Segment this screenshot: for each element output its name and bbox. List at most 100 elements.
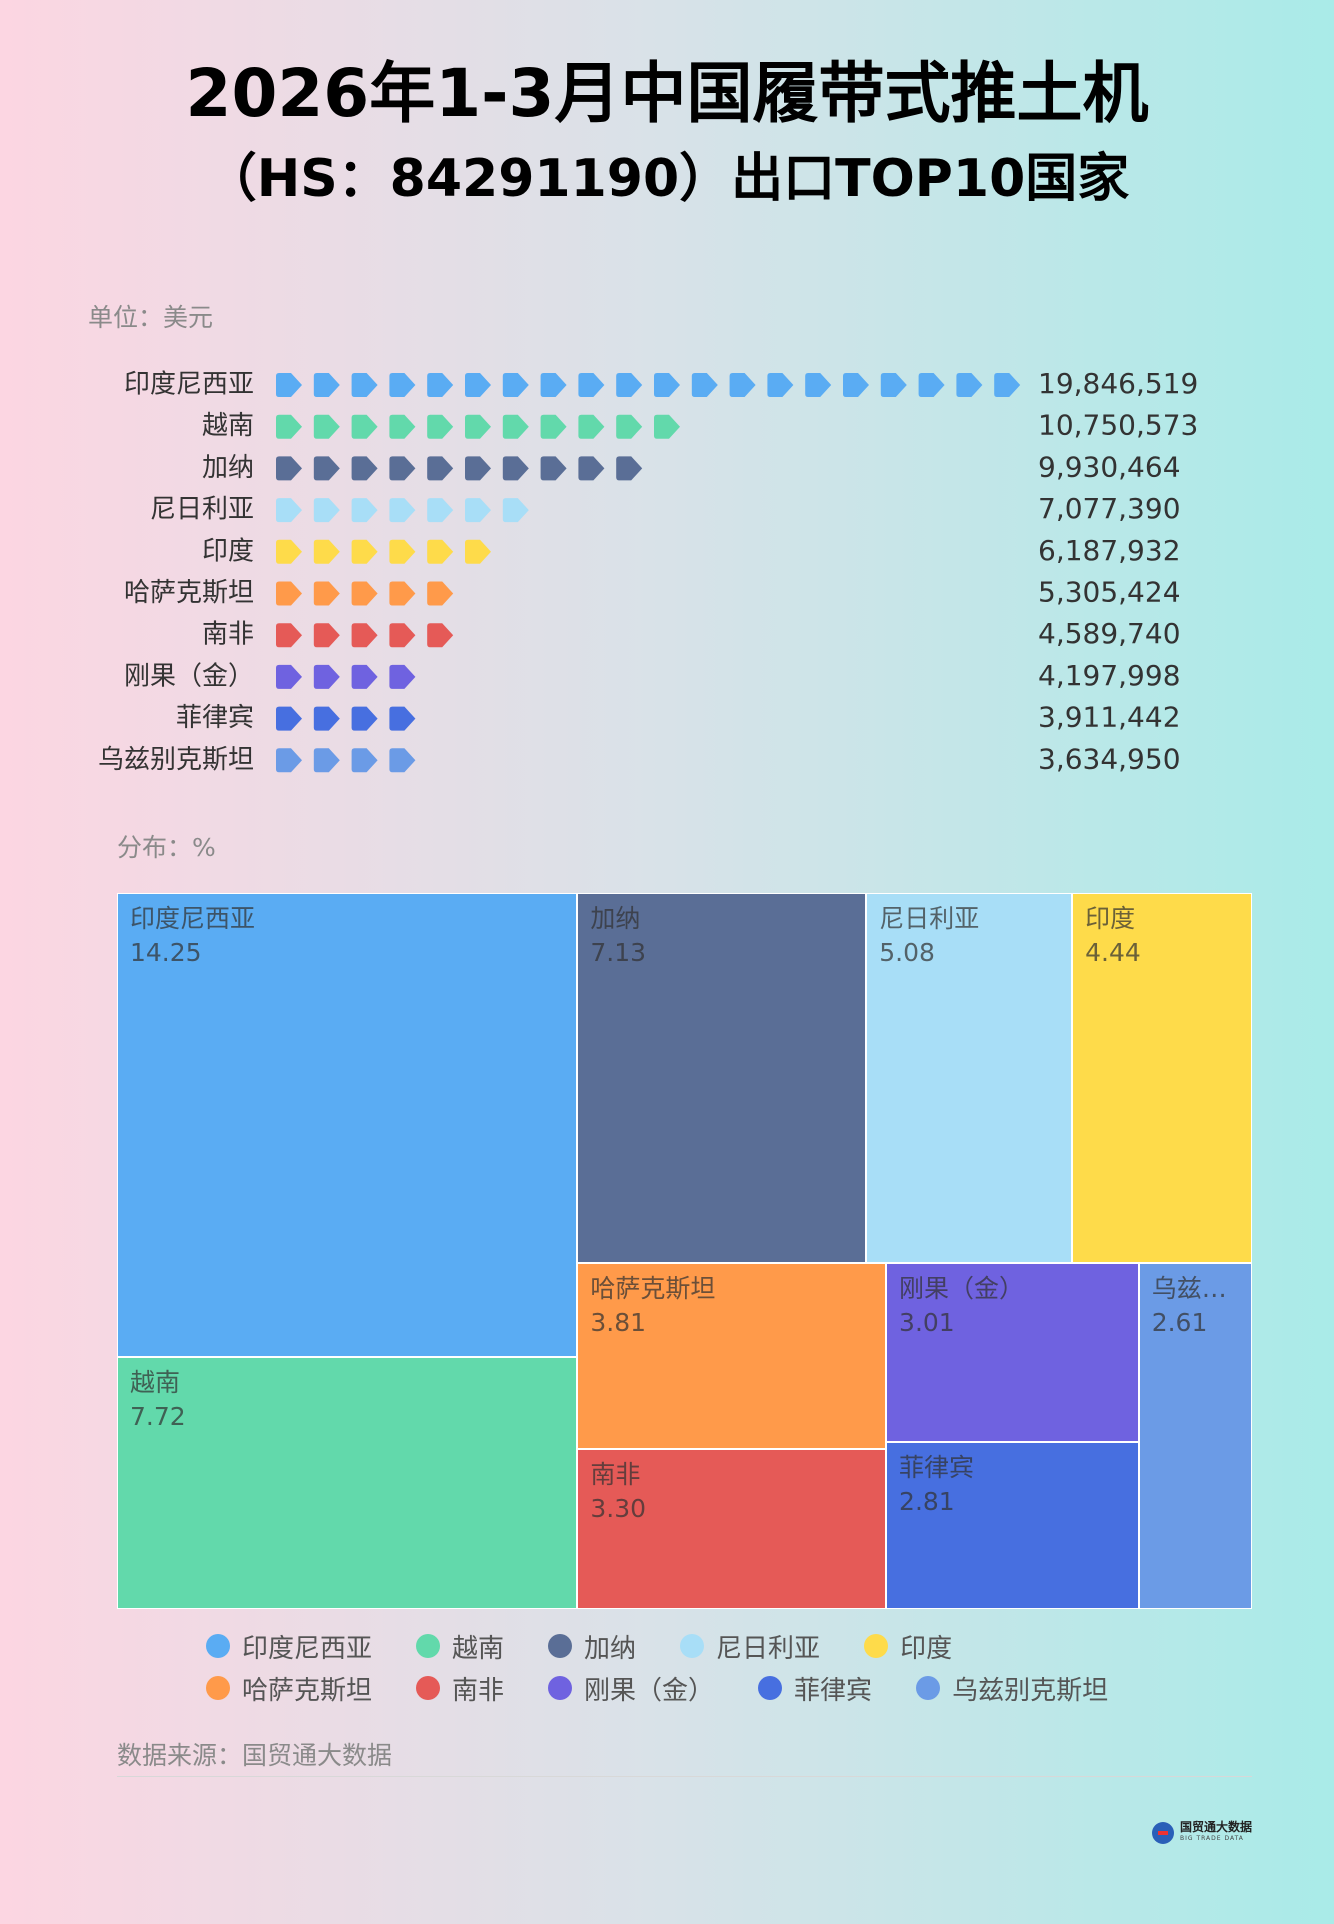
icon: [313, 456, 340, 481]
cell-name: 刚果（金）: [899, 1274, 1025, 1304]
cell-name: 菲律宾: [899, 1453, 975, 1483]
icon: [540, 456, 567, 481]
cell-name: 加纳: [590, 904, 641, 933]
icon: [313, 539, 340, 564]
legend-label: 越南: [452, 1633, 505, 1664]
icon: [313, 623, 340, 648]
treemap-cell: 印度 4.44: [1072, 893, 1252, 1264]
legend-item: 越南: [416, 1630, 505, 1664]
legend-item: 印度: [864, 1630, 952, 1664]
legend-swatch: [206, 1676, 230, 1700]
legend-item: 尼日利亚: [680, 1630, 820, 1664]
icon: [956, 373, 983, 397]
icon: [389, 623, 416, 648]
icon: [465, 456, 491, 481]
icon: [465, 498, 491, 523]
value-label: 9,930,464: [1038, 450, 1181, 483]
treemap-cell: 越南 7.72: [117, 1357, 578, 1609]
icon: [616, 456, 643, 481]
icon: [918, 373, 945, 397]
cell-value: 7.72: [130, 1402, 186, 1432]
icon: [276, 623, 302, 648]
icon: [427, 414, 454, 439]
icon: [616, 414, 643, 439]
icon: [276, 498, 302, 523]
legend-swatch: [548, 1634, 573, 1658]
icon: [389, 414, 416, 439]
icon: [427, 498, 454, 523]
icon: [465, 414, 491, 439]
legend-item: 乌兹别克斯坦: [916, 1672, 1109, 1706]
cell-value: 3.30: [590, 1493, 647, 1523]
legend-swatch: [758, 1676, 783, 1700]
treemap-cell: 尼日利亚 5.08: [866, 893, 1073, 1264]
icon: [729, 373, 756, 397]
legend-item: 哈萨克斯坦: [206, 1672, 373, 1706]
cell-name: 越南: [130, 1368, 181, 1398]
icon: [313, 748, 340, 773]
cell-value: 4.44: [1085, 938, 1141, 967]
legend-label: 加纳: [584, 1633, 637, 1664]
category-label: 越南: [202, 411, 254, 441]
icon: [351, 623, 378, 648]
icon: [276, 456, 302, 481]
icon: [389, 498, 416, 523]
icon: [654, 373, 680, 397]
icon: [276, 373, 302, 397]
unit-label: 单位：美元: [88, 303, 214, 332]
icon: [427, 581, 454, 606]
category-label: 哈萨克斯坦: [124, 578, 254, 608]
legend-label: 南非: [452, 1675, 505, 1706]
icon: [276, 581, 302, 606]
cell-name: 南非: [590, 1459, 641, 1489]
icon: [389, 456, 416, 481]
icon: [351, 706, 378, 731]
icon-bar: [276, 539, 491, 564]
legend-swatch: [548, 1676, 573, 1700]
icon: [502, 456, 529, 481]
icon: [616, 373, 643, 397]
icon: [389, 664, 416, 689]
icon-bar: [276, 498, 529, 523]
legend-label: 乌兹别克斯坦: [952, 1675, 1109, 1706]
pictorial-chart: 印度尼西亚 19,846,519 越南 10,750,573 加纳 9,930,464 尼日…: [98, 367, 1198, 775]
source: 数据来源：国贸通大数据: [117, 1741, 393, 1770]
legend-swatch: [416, 1634, 441, 1658]
treemap-cell: 菲律宾 2.81: [886, 1442, 1139, 1609]
category-label: 印度尼西亚: [124, 370, 254, 400]
logo: 国贸通大数据 BIG TRADE DATA: [1150, 1820, 1252, 1846]
cell-value: 7.13: [590, 938, 647, 967]
legend-label: 菲律宾: [794, 1675, 873, 1706]
category-label: 尼日利亚: [150, 495, 254, 525]
icon: [351, 456, 378, 481]
divider: [117, 1776, 1252, 1777]
icon: [313, 581, 340, 606]
title-line: （HS：84291190）出口TOP10国家: [204, 149, 1130, 209]
treemap-cell: 印度尼西亚 14.25: [117, 893, 578, 1358]
icon-bar: [276, 581, 454, 606]
icon: [691, 373, 718, 397]
legend-label: 刚果（金）: [584, 1675, 715, 1706]
cell-name: 印度尼西亚: [130, 904, 256, 933]
icon: [578, 456, 605, 481]
icon: [994, 373, 1021, 397]
icon: [351, 664, 378, 689]
value-label: 5,305,424: [1038, 576, 1181, 609]
icon: [843, 373, 869, 397]
icon: [427, 623, 454, 648]
cell-value: 2.61: [1151, 1308, 1208, 1338]
icon: [427, 539, 454, 564]
icon: [880, 373, 907, 397]
treemap-cell: 刚果（金） 3.01: [886, 1263, 1139, 1443]
icon: [313, 664, 340, 689]
icon: [389, 581, 416, 606]
legend-item: 印度尼西亚: [206, 1630, 372, 1664]
icon: [654, 414, 680, 439]
value-label: 19,846,519: [1038, 367, 1198, 400]
icon: [540, 373, 567, 397]
legend-label: 哈萨克斯坦: [242, 1675, 373, 1706]
icon: [389, 539, 416, 564]
icon: [427, 456, 454, 481]
cell-value: 5.08: [879, 938, 935, 967]
